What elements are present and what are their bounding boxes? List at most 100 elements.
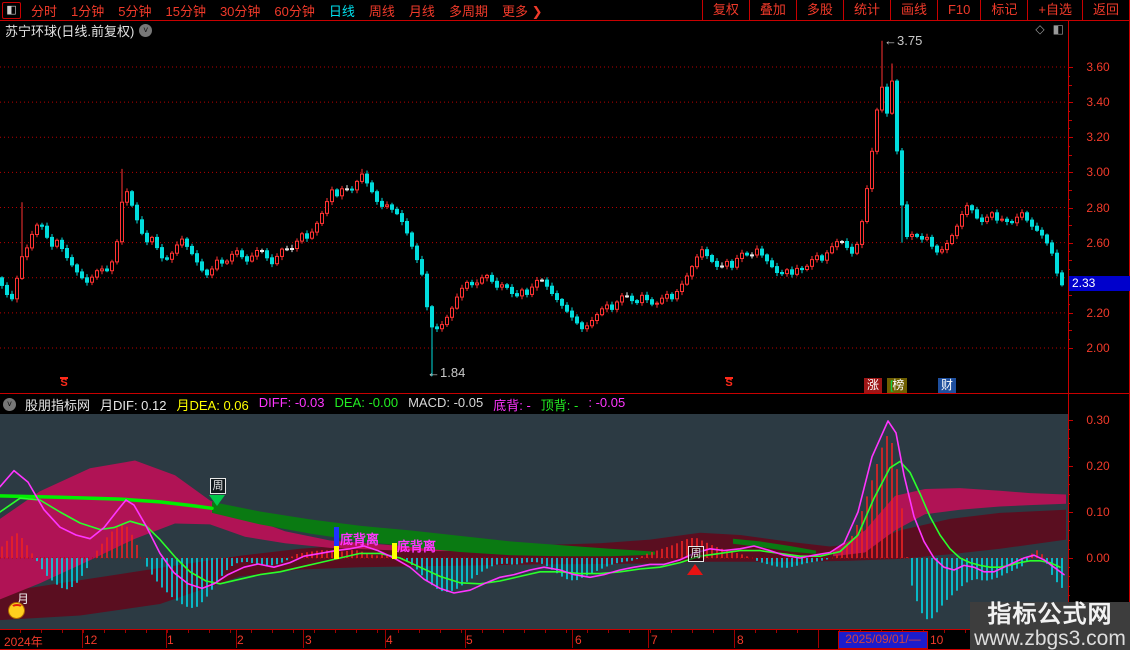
- axis-tick: [1068, 321, 1070, 323]
- axis-tick: [1068, 225, 1072, 227]
- axis-tick: [1068, 67, 1073, 68]
- axis-tick: [1068, 530, 1070, 532]
- indicator-axis-label: 0.20: [1086, 459, 1110, 473]
- indicator-value-segment: 顶背: -: [540, 397, 579, 413]
- axis-tick: [1068, 242, 1073, 244]
- badge-zhang[interactable]: 涨: [864, 378, 883, 393]
- action-item-标记[interactable]: 标记: [980, 0, 1027, 20]
- time-axis-label: 1: [167, 633, 174, 647]
- site-watermark: 指标公式网 www.zbgs3.com: [970, 602, 1130, 650]
- action-item-+自选[interactable]: +自选: [1027, 0, 1082, 20]
- minor-tick: [545, 630, 546, 633]
- split-view-icon[interactable]: ◧: [1052, 22, 1064, 36]
- time-axis-label: 2: [237, 633, 244, 647]
- period-item-日线[interactable]: 日线: [328, 3, 355, 19]
- sell-signal-marker: S: [60, 377, 68, 389]
- candlestick-chart[interactable]: [0, 40, 1068, 392]
- period-item-30分钟[interactable]: 30分钟: [219, 3, 261, 19]
- period-item-分时[interactable]: 分时: [31, 3, 58, 19]
- action-item-返回[interactable]: 返回: [1081, 0, 1130, 20]
- price-axis-label: 2.20: [1086, 305, 1110, 320]
- axis-tick: [1068, 137, 1073, 139]
- current-price-tag: 2.33: [1069, 276, 1130, 291]
- period-item-5分钟[interactable]: 5分钟: [118, 3, 152, 19]
- period-item-1分钟[interactable]: 1分钟: [71, 3, 105, 19]
- minor-tick: [944, 630, 945, 633]
- minor-tick: [146, 630, 147, 633]
- minor-tick: [755, 630, 756, 633]
- price-axis-label: 2.80: [1086, 200, 1110, 215]
- minor-tick: [83, 630, 84, 633]
- chevron-down-icon[interactable]: ˅: [139, 23, 153, 37]
- macd-indicator-chart[interactable]: [0, 414, 1068, 629]
- minor-tick: [104, 630, 105, 633]
- minor-tick: [503, 630, 504, 633]
- minor-tick: [461, 630, 462, 633]
- minor-tick: [566, 630, 567, 633]
- indicator-value-segment: DIFF: -0.03: [258, 394, 325, 410]
- axis-tick: [1068, 493, 1070, 495]
- time-axis-label: 10: [930, 633, 944, 647]
- minor-tick: [188, 630, 189, 633]
- period-item-15分钟[interactable]: 15分钟: [165, 3, 206, 19]
- minor-tick: [524, 630, 525, 633]
- minor-tick: [41, 630, 42, 633]
- axis-tick: [1068, 119, 1072, 121]
- axis-tick: [1068, 348, 1073, 349]
- axis-tick: [1068, 330, 1072, 332]
- time-axis-label: 5: [466, 633, 473, 647]
- period-item-多周期[interactable]: 多周期: [448, 3, 488, 19]
- axis-tick: [1068, 102, 1073, 104]
- action-item-多股[interactable]: 多股: [795, 0, 843, 20]
- action-item-F10[interactable]: F10: [936, 0, 980, 20]
- axis-tick: [1068, 128, 1070, 130]
- watermark-title: 指标公式网: [987, 601, 1113, 628]
- indicator-value-segment: DEA: -0.00: [334, 394, 399, 410]
- axis-tick: [1068, 84, 1072, 86]
- badge-cai[interactable]: 财: [938, 378, 957, 393]
- period-item-月线[interactable]: 月线: [408, 3, 435, 19]
- layout-toggle-icon[interactable]: ◧: [2, 1, 21, 19]
- minor-tick: [692, 630, 693, 633]
- axis-tick: [1068, 466, 1073, 467]
- minor-tick: [251, 630, 252, 633]
- buy-triangle-icon: [687, 564, 703, 575]
- time-axis[interactable]: 2024年 12 1 2 3 4 5 6 7 8 10 2025/09/01/—: [0, 629, 1130, 650]
- minor-tick: [797, 630, 798, 633]
- indicator-value-segment: 月DEA: 0.06: [176, 397, 249, 413]
- minor-tick: [125, 630, 126, 633]
- action-item-叠加[interactable]: 叠加: [748, 0, 796, 20]
- minor-tick: [62, 630, 63, 633]
- axis-tick: [1068, 594, 1070, 596]
- axis-tick: [1068, 189, 1072, 191]
- axis-tick: [1068, 558, 1073, 559]
- action-item-复权[interactable]: 复权: [701, 0, 749, 20]
- period-item-周线[interactable]: 周线: [368, 3, 395, 19]
- minor-tick: [608, 630, 609, 633]
- month-separator: [572, 630, 573, 648]
- minor-tick: [650, 630, 651, 633]
- badge-bang[interactable]: [榜: [887, 378, 908, 393]
- period-toolbar: ◧ 分时 1分钟 5分钟 15分钟 30分钟 60分钟 日线 周线 月线 多周期 更多 ❯: [0, 1, 549, 20]
- panel-divider[interactable]: [0, 393, 1130, 394]
- minor-tick: [587, 630, 588, 633]
- diamond-icon[interactable]: ◇: [1035, 22, 1045, 36]
- period-item-更多 ❯[interactable]: 更多 ❯: [501, 3, 543, 19]
- price-axis-label: 3.20: [1086, 130, 1110, 145]
- period-item-60分钟[interactable]: 60分钟: [274, 3, 315, 19]
- indicator-value-segment: : -0.05: [588, 394, 626, 410]
- axis-tick: [1068, 475, 1070, 477]
- week-signal-label: 周: [210, 478, 226, 494]
- gold-coin-icon: [8, 602, 25, 619]
- time-axis-label: 12: [84, 633, 98, 647]
- axis-tick: [1068, 339, 1070, 341]
- month-separator: [648, 630, 649, 648]
- price-axis-label: 3.60: [1086, 60, 1110, 74]
- sell-signal-marker: S: [725, 377, 733, 389]
- action-item-画线[interactable]: 画线: [889, 0, 937, 20]
- chevron-down-icon[interactable]: ˅: [3, 397, 16, 411]
- divergence-bar-blue: [334, 527, 339, 546]
- price-axis-label: 3.00: [1086, 165, 1110, 180]
- action-item-统计[interactable]: 统计: [842, 0, 890, 20]
